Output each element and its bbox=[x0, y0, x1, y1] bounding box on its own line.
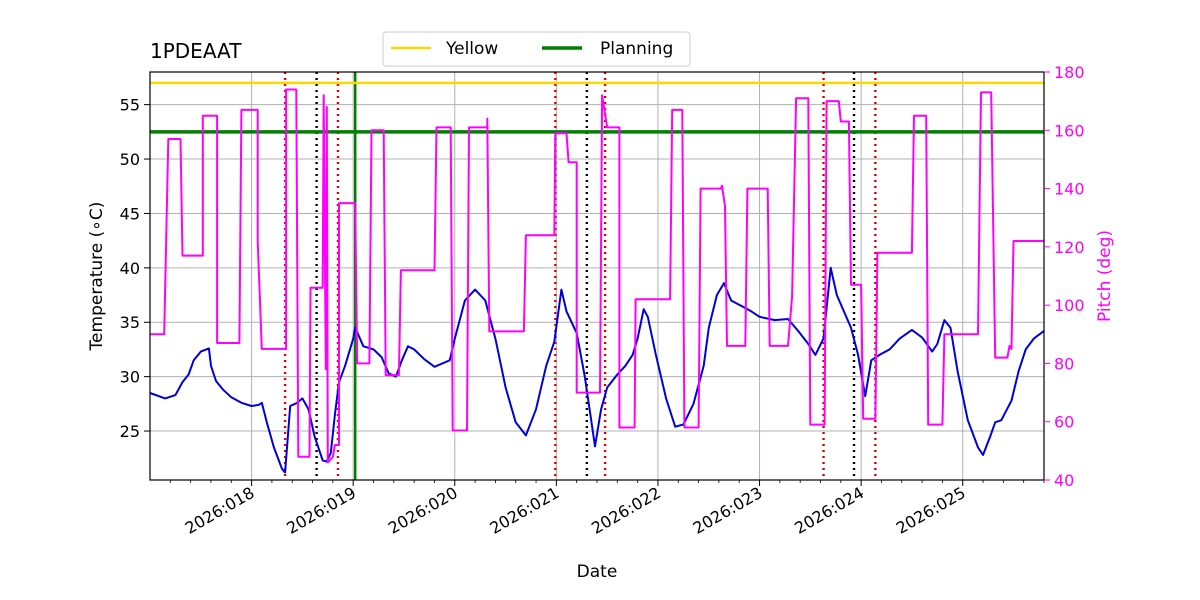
y-left-tick-label: 50 bbox=[120, 150, 140, 169]
y-right-tick-label: 160 bbox=[1054, 121, 1085, 140]
y-right-tick-label: 40 bbox=[1054, 471, 1074, 490]
right-y-axis-label: Pitch (deg) bbox=[1095, 230, 1115, 322]
y-left-tick-label: 35 bbox=[120, 313, 140, 332]
right-y-axis-ticks: 40 60 80 100 120 140 160 180 bbox=[1044, 63, 1085, 490]
y-right-tick-label: 100 bbox=[1054, 296, 1085, 315]
legend: Yellow Planning bbox=[382, 31, 691, 67]
left-y-axis-label: Temperature (∘C) bbox=[87, 202, 107, 352]
y-right-tick-label: 120 bbox=[1054, 238, 1085, 257]
y-left-tick-label: 55 bbox=[120, 96, 140, 115]
series-pitch-line bbox=[150, 88, 1044, 464]
legend-label-planning: Planning bbox=[600, 39, 673, 59]
chart-title: 1PDEAAT bbox=[150, 39, 242, 63]
left-y-axis-ticks: 25 30 35 40 45 50 55 bbox=[120, 96, 150, 441]
y-left-tick-label: 30 bbox=[120, 368, 140, 387]
y-right-tick-label: 60 bbox=[1054, 413, 1074, 432]
legend-label-yellow: Yellow bbox=[445, 39, 498, 59]
y-right-tick-label: 140 bbox=[1054, 180, 1085, 199]
x-axis-label: Date bbox=[577, 562, 618, 582]
y-left-tick-label: 25 bbox=[120, 422, 140, 441]
y-right-tick-label: 180 bbox=[1054, 63, 1085, 82]
series-lines bbox=[149, 88, 1045, 474]
y-left-tick-label: 45 bbox=[120, 204, 140, 223]
series-temperature-line bbox=[149, 266, 1045, 474]
y-left-tick-label: 40 bbox=[120, 259, 140, 278]
horizontal-limits bbox=[150, 81, 1044, 134]
y-right-tick-label: 80 bbox=[1054, 354, 1074, 373]
legend-box bbox=[382, 31, 691, 67]
